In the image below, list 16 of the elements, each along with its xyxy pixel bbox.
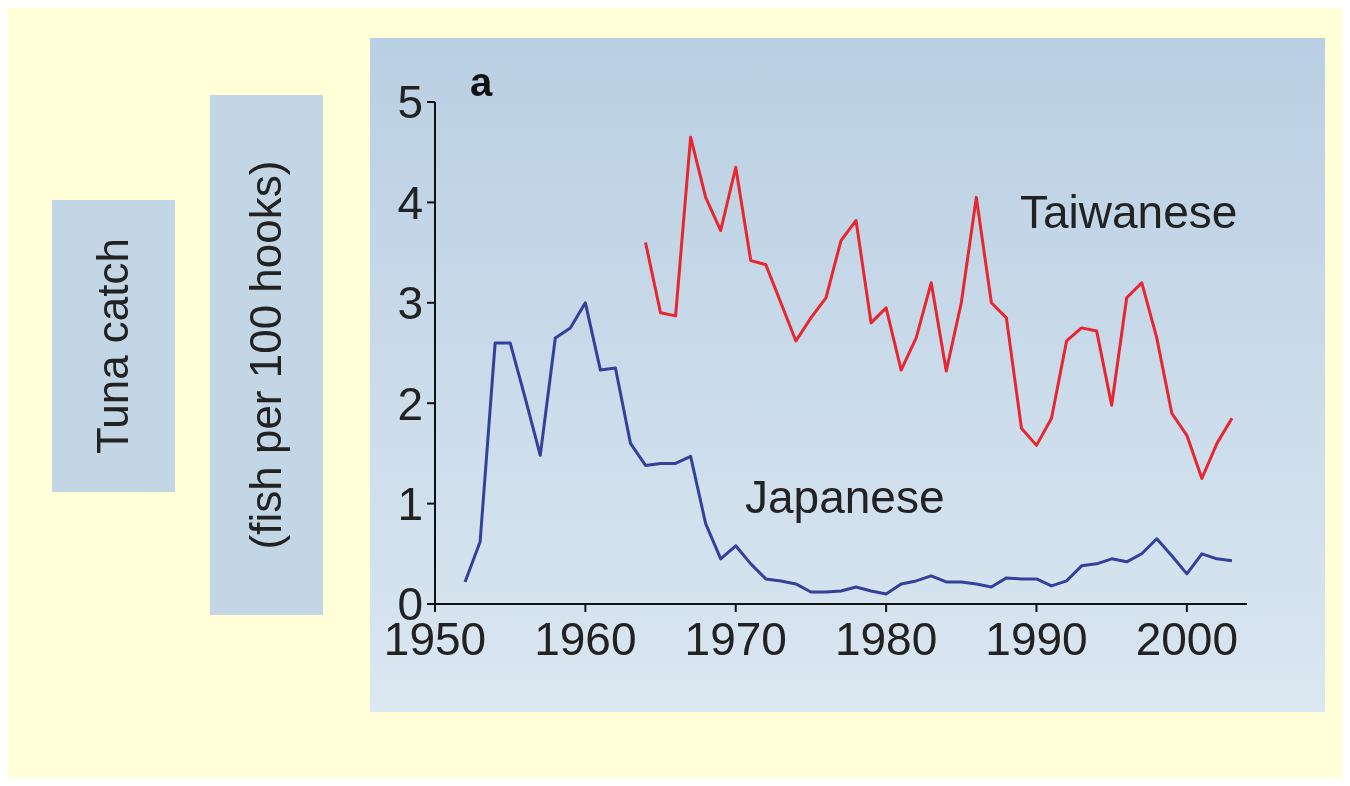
x-tick-label: 1970 <box>684 612 787 665</box>
text: Tuna catch (fish per 100 hooks) <box>88 160 290 550</box>
y-tick-label: 4 <box>397 176 423 229</box>
series-label: Japanese <box>745 470 945 524</box>
series-label: Taiwanese <box>1020 185 1238 239</box>
x-tick-label: 1990 <box>985 612 1088 665</box>
line-series <box>463 301 1234 596</box>
y-tick-label: 1 <box>397 477 423 530</box>
y-tick-label: 2 <box>397 377 423 430</box>
y-tick-label: 5 <box>397 76 423 129</box>
x-tick-label: 1980 <box>834 612 938 665</box>
line-series <box>644 135 1234 480</box>
annotation: a <box>470 60 493 105</box>
x-tick-label: 1960 <box>534 612 637 665</box>
x-tick-label: 2000 <box>1135 612 1239 665</box>
y-tick-label: 3 <box>397 277 423 330</box>
